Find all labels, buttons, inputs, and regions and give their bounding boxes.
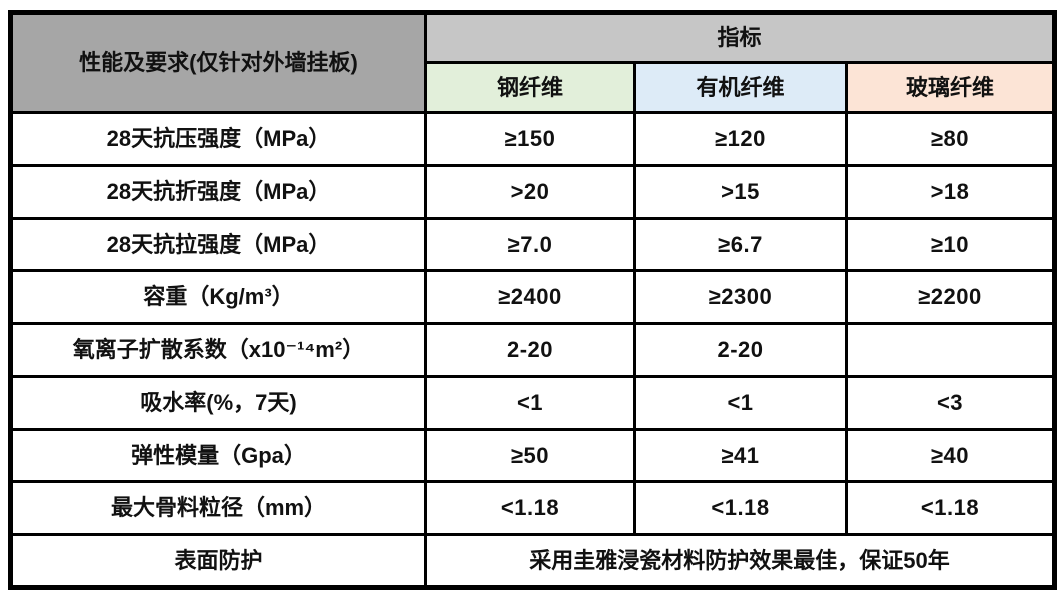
table-row-max-aggregate-size: 最大骨料粒径（mm） <1.18 <1.18 <1.18 (9, 480, 1056, 537)
row-label: 吸水率(%，7天) (9, 374, 427, 431)
value-cell: >20 (424, 163, 636, 220)
column-header-glass-fiber: 玻璃纤维 (845, 61, 1056, 114)
value-cell: >15 (633, 163, 848, 220)
value-cell: 2-20 (633, 322, 848, 378)
table-row-compressive-strength: 28天抗压强度（MPa） ≥150 ≥120 ≥80 (9, 111, 1056, 167)
table-row-water-absorption: 吸水率(%，7天) <1 <1 <3 (9, 374, 1056, 431)
material-properties-table: 性能及要求(仅针对外墙挂板) 指标 钢纤维 有机纤维 玻璃纤维 28天抗压强度（… (8, 10, 1057, 590)
row-label: 28天抗拉强度（MPa） (9, 216, 427, 273)
value-cell: <1.18 (845, 480, 1056, 537)
table-row-flexural-strength: 28天抗折强度（MPa） >20 >15 >18 (9, 163, 1056, 220)
row-label: 容重（Kg/m³） (9, 269, 427, 326)
value-cell: <1.18 (633, 480, 848, 537)
table-row-elastic-modulus: 弹性模量（Gpa） ≥50 ≥41 ≥40 (9, 427, 1056, 484)
column-header-steel-fiber: 钢纤维 (424, 61, 636, 114)
table-row-surface-protection: 表面防护 采用圭雅浸瓷材料防护效果最佳，保证50年 (9, 533, 1056, 589)
row-label: 28天抗折强度（MPa） (9, 163, 427, 220)
value-cell: ≥150 (424, 111, 636, 167)
value-cell: <3 (845, 374, 1056, 431)
value-cell: <1 (424, 374, 636, 431)
table-row-bulk-density: 容重（Kg/m³） ≥2400 ≥2300 ≥2200 (9, 269, 1056, 326)
table-row-tensile-strength: 28天抗拉强度（MPa） ≥7.0 ≥6.7 ≥10 (9, 216, 1056, 273)
value-cell: <1 (633, 374, 848, 431)
value-cell-empty (845, 322, 1056, 378)
value-cell: 2-20 (424, 322, 636, 378)
row-label: 氧离子扩散系数（x10⁻¹⁴m²） (9, 322, 427, 378)
row-label: 28天抗压强度（MPa） (9, 111, 427, 167)
group-header-indicators: 指标 (424, 11, 1056, 64)
value-cell: ≥40 (845, 427, 1056, 484)
value-cell: <1.18 (424, 480, 636, 537)
surface-protection-note: 采用圭雅浸瓷材料防护效果最佳，保证50年 (424, 533, 1056, 589)
value-cell: ≥50 (424, 427, 636, 484)
row-label: 表面防护 (9, 533, 427, 589)
value-cell: ≥80 (845, 111, 1056, 167)
row-label: 弹性模量（Gpa） (9, 427, 427, 484)
value-cell: ≥6.7 (633, 216, 848, 273)
row-label: 最大骨料粒径（mm） (9, 480, 427, 537)
value-cell: ≥7.0 (424, 216, 636, 273)
column-header-organic-fiber: 有机纤维 (633, 61, 848, 114)
value-cell: >18 (845, 163, 1056, 220)
value-cell: ≥2300 (633, 269, 848, 326)
value-cell: ≥120 (633, 111, 848, 167)
value-cell: ≥41 (633, 427, 848, 484)
value-cell: ≥10 (845, 216, 1056, 273)
value-cell: ≥2400 (424, 269, 636, 326)
corner-header: 性能及要求(仅针对外墙挂板) (9, 11, 427, 114)
table-row-chloride-diffusion: 氧离子扩散系数（x10⁻¹⁴m²） 2-20 2-20 (9, 322, 1056, 378)
value-cell: ≥2200 (845, 269, 1056, 326)
